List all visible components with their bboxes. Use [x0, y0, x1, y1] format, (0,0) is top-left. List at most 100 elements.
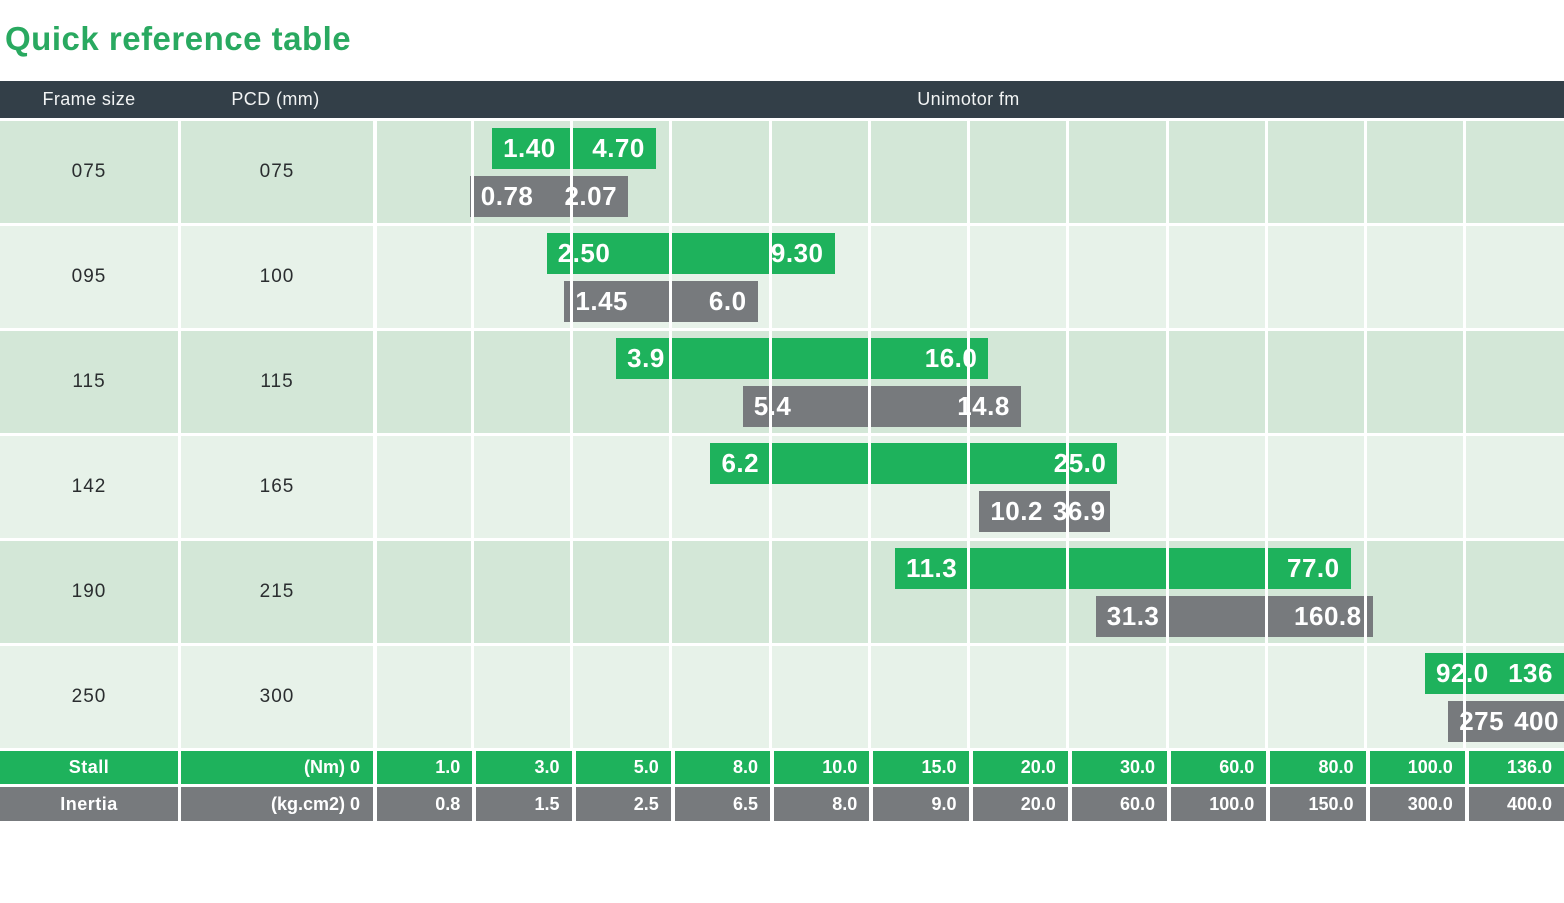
axis-tick: 8.0 — [770, 787, 870, 821]
chart-gridline — [1165, 226, 1169, 328]
chart-gridline — [570, 121, 573, 223]
stall-min-label: 3.9 — [627, 343, 665, 373]
inertia-range-bar: 10.2 36.9 — [979, 491, 1110, 532]
stall-min-label: 2.50 — [557, 238, 611, 268]
chart-gridline — [1264, 226, 1268, 328]
inertia-min-label: 0.78 — [480, 181, 534, 211]
chart-gridline — [1066, 436, 1070, 538]
chart-gridline — [1364, 121, 1367, 223]
chart-gridline — [1066, 646, 1070, 748]
chart-gridline — [768, 436, 772, 538]
chart-gridline — [1364, 541, 1367, 643]
chart-gridline — [967, 121, 970, 223]
inertia-axis-unit: (kg.cm2) 0 — [181, 787, 373, 821]
frame-size-cell: 250 — [0, 646, 178, 748]
chart-gridline — [1463, 121, 1467, 223]
chart-gridline — [669, 646, 673, 748]
chart-gridline — [1264, 331, 1268, 433]
axis-tick: 10.0 — [770, 751, 870, 784]
chart-gridline — [373, 331, 377, 433]
axis-tick: 80.0 — [1266, 751, 1366, 784]
page-title: Quick reference table — [5, 20, 352, 57]
chart-cell: 92.0 136 275 400 — [373, 646, 1564, 748]
inertia-max-label: 400 — [1514, 706, 1559, 736]
chart-cell: 3.9 16.0 5.4 14.8 — [373, 331, 1564, 433]
stall-range-bar: 1.40 4.70 — [492, 128, 656, 169]
chart-gridline — [1066, 541, 1070, 643]
stall-max-label: 9.30 — [770, 238, 824, 268]
table-row: 075 075 1.40 4.70 0.78 2.07 — [0, 121, 1564, 223]
chart-gridline — [867, 226, 871, 328]
inertia-max-label: 2.07 — [564, 181, 618, 211]
inertia-min-label: 5.4 — [753, 391, 792, 421]
pcd-cell: 300 — [181, 646, 373, 748]
stall-range-bar: 6.2 25.0 — [710, 443, 1118, 484]
chart-gridline — [1463, 331, 1467, 433]
stall-min-label: 11.3 — [906, 553, 958, 583]
chart-gridline — [1264, 436, 1268, 538]
axis-tick: 0.8 — [373, 787, 473, 821]
chart-gridline — [1165, 646, 1169, 748]
table-row: 095 100 2.50 9.30 1.45 6.0 — [0, 226, 1564, 328]
table-header-row: Frame size PCD (mm) Unimotor fm — [0, 81, 1564, 118]
inertia-range-bar: 31.3 160.8 — [1095, 596, 1373, 637]
stall-axis-row: Stall (Nm) 0 1.0 3.0 5.0 8.0 10.0 15.0 20.0 30.… — [0, 751, 1564, 784]
chart-gridline — [867, 646, 871, 748]
chart-gridline — [1364, 646, 1367, 748]
axis-tick: 30.0 — [1067, 751, 1167, 784]
pcd-cell: 115 — [181, 331, 373, 433]
inertia-max-label: 160.8 — [1294, 601, 1362, 631]
axis-tick: 3.0 — [472, 751, 572, 784]
chart-gridline — [669, 331, 673, 433]
chart-gridline — [470, 646, 474, 748]
stall-range-bar: 11.3 77.0 — [895, 548, 1351, 589]
stall-min-label: 92.0 — [1436, 658, 1489, 689]
stall-axis-unit: (Nm) 0 — [181, 751, 373, 784]
inertia-axis-row: Inertia (kg.cm2) 0 0.8 1.5 2.5 6.5 8.0 9.0 20.… — [0, 787, 1564, 821]
chart-gridline — [1165, 121, 1169, 223]
axis-tick: 1.0 — [373, 751, 473, 784]
chart-gridline — [373, 646, 377, 748]
inertia-range-bar: 0.78 2.07 — [469, 176, 629, 217]
chart-gridline — [1264, 541, 1268, 643]
chart-gridline — [1066, 331, 1070, 433]
axis-tick: 400.0 — [1464, 787, 1564, 821]
table-row: 115 115 3.9 16.0 5.4 14.8 — [0, 331, 1564, 433]
chart-gridline — [1463, 541, 1467, 643]
chart-gridline — [867, 541, 871, 643]
axis-tick: 9.0 — [869, 787, 969, 821]
axis-tick: 136.0 — [1464, 751, 1564, 784]
stall-range-bar: 2.50 9.30 — [546, 233, 835, 274]
chart-gridline — [1264, 646, 1268, 748]
chart-gridline — [967, 646, 970, 748]
stall-axis-label: Stall — [0, 751, 178, 784]
axis-tick: 6.5 — [670, 787, 770, 821]
chart-cell: 1.40 4.70 0.78 2.07 — [373, 121, 1564, 223]
chart-gridline — [570, 226, 573, 328]
stall-max-label: 25.0 — [1053, 448, 1107, 478]
chart-gridline — [768, 541, 772, 643]
inertia-max-label: 14.8 — [957, 391, 1010, 421]
chart-gridline — [1264, 121, 1268, 223]
axis-tick: 5.0 — [571, 751, 671, 784]
chart-gridline — [1463, 646, 1467, 748]
stall-max-label: 77.0 — [1286, 553, 1340, 583]
chart-gridline — [967, 331, 970, 433]
chart-gridline — [373, 436, 377, 538]
stall-max-label: 136 — [1508, 658, 1553, 688]
frame-size-cell: 115 — [0, 331, 178, 433]
chart-gridline — [1463, 226, 1467, 328]
pcd-cell: 165 — [181, 436, 373, 538]
chart-gridline — [967, 541, 970, 643]
stall-min-label: 1.40 — [503, 133, 556, 163]
axis-tick: 150.0 — [1266, 787, 1366, 821]
chart-gridline — [570, 646, 573, 748]
inertia-max-label: 6.0 — [708, 286, 747, 316]
axis-tick: 100.0 — [1365, 751, 1465, 784]
chart-gridline — [669, 121, 673, 223]
stall-axis-ticks: 1.0 3.0 5.0 8.0 10.0 15.0 20.0 30.0 60.0 80.0 100.… — [373, 751, 1564, 784]
inertia-max-label: 36.9 — [1052, 496, 1106, 526]
chart-gridline — [967, 226, 970, 328]
chart-gridline — [470, 331, 474, 433]
inertia-min-label: 31.3 — [1106, 601, 1160, 631]
